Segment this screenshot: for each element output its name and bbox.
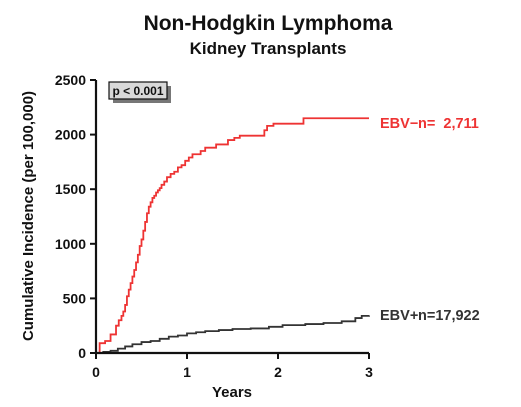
series-n-ebv-neg: n= 2,711 xyxy=(418,116,479,132)
y-tick-label: 1000 xyxy=(55,236,86,252)
y-axis-label: Cumulative Incidence (per 100,000) xyxy=(20,91,37,341)
x-tick-label: 3 xyxy=(365,364,373,380)
x-tick-label: 1 xyxy=(183,364,191,380)
p-value-box: p < 0.001 xyxy=(108,81,171,103)
chart-subtitle: Kidney Transplants xyxy=(190,39,347,58)
series-label-ebv-neg: EBV− n= 2,711 xyxy=(380,116,479,132)
series-n-ebv-pos: n=17,922 xyxy=(418,308,480,324)
x-axis-label: Years xyxy=(212,384,252,401)
series-layer xyxy=(96,117,370,354)
y-tick-label: 2500 xyxy=(55,72,86,88)
y-tick-label: 500 xyxy=(63,290,87,306)
x-tick-label: 2 xyxy=(274,364,282,380)
chart-title: Non-Hodgkin Lymphoma xyxy=(144,12,393,35)
series-name-ebv-neg: EBV− xyxy=(380,116,418,132)
axis-layer: 0 1 2 3 0 500 1000 1500 2000 2500 xyxy=(55,72,373,380)
p-value-label: p < 0.001 xyxy=(112,84,163,98)
series-line-ebv-neg xyxy=(96,117,369,354)
y-tick-label: 1500 xyxy=(55,181,86,197)
series-line-ebv-pos xyxy=(96,314,370,354)
y-tick-label: 2000 xyxy=(55,127,86,143)
p-value-box-face xyxy=(108,81,168,100)
series-label-ebv-pos: EBV+ n=17,922 xyxy=(380,308,480,324)
x-tick-label: 0 xyxy=(92,364,100,380)
series-name-ebv-pos: EBV+ xyxy=(380,308,418,324)
y-tick-label: 0 xyxy=(78,345,86,361)
